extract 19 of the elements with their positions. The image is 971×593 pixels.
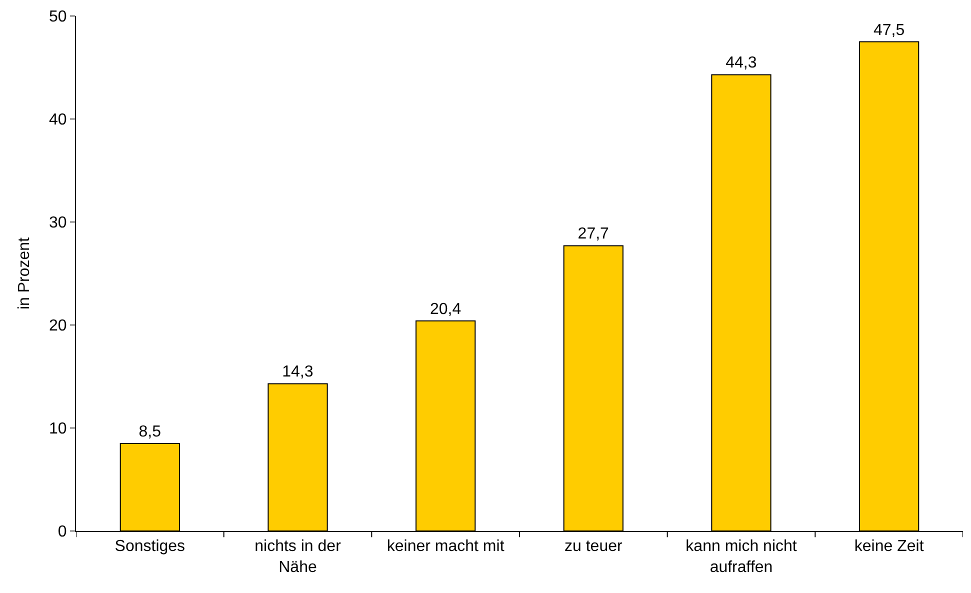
x-tick-label: keine Zeit xyxy=(854,538,924,556)
y-axis-title: in Prozent xyxy=(16,236,33,310)
y-tick-label: 40 xyxy=(49,112,67,129)
y-tick-label: 20 xyxy=(49,318,67,335)
data-label: 47,5 xyxy=(873,22,905,39)
data-label: 44,3 xyxy=(726,54,757,72)
y-tick-label: 30 xyxy=(49,214,67,232)
x-tick-label: kann mich nicht aufraffen xyxy=(686,538,798,576)
x-tick-label: keiner macht mit xyxy=(386,538,505,556)
x-tick-label: Sonstiges xyxy=(114,538,186,556)
y-tick-label: 10 xyxy=(49,420,67,438)
y-tick-label: 0 xyxy=(58,524,67,541)
x-tick-label: nichts in der Nähe xyxy=(254,538,342,576)
data-label: 14,3 xyxy=(282,364,314,381)
data-label: 20,4 xyxy=(430,300,462,318)
data-label: 27,7 xyxy=(578,226,610,243)
x-tick-label: zu teuer xyxy=(564,538,623,556)
y-tick-label: 50 xyxy=(49,8,67,26)
data-label: 8,5 xyxy=(138,423,162,440)
